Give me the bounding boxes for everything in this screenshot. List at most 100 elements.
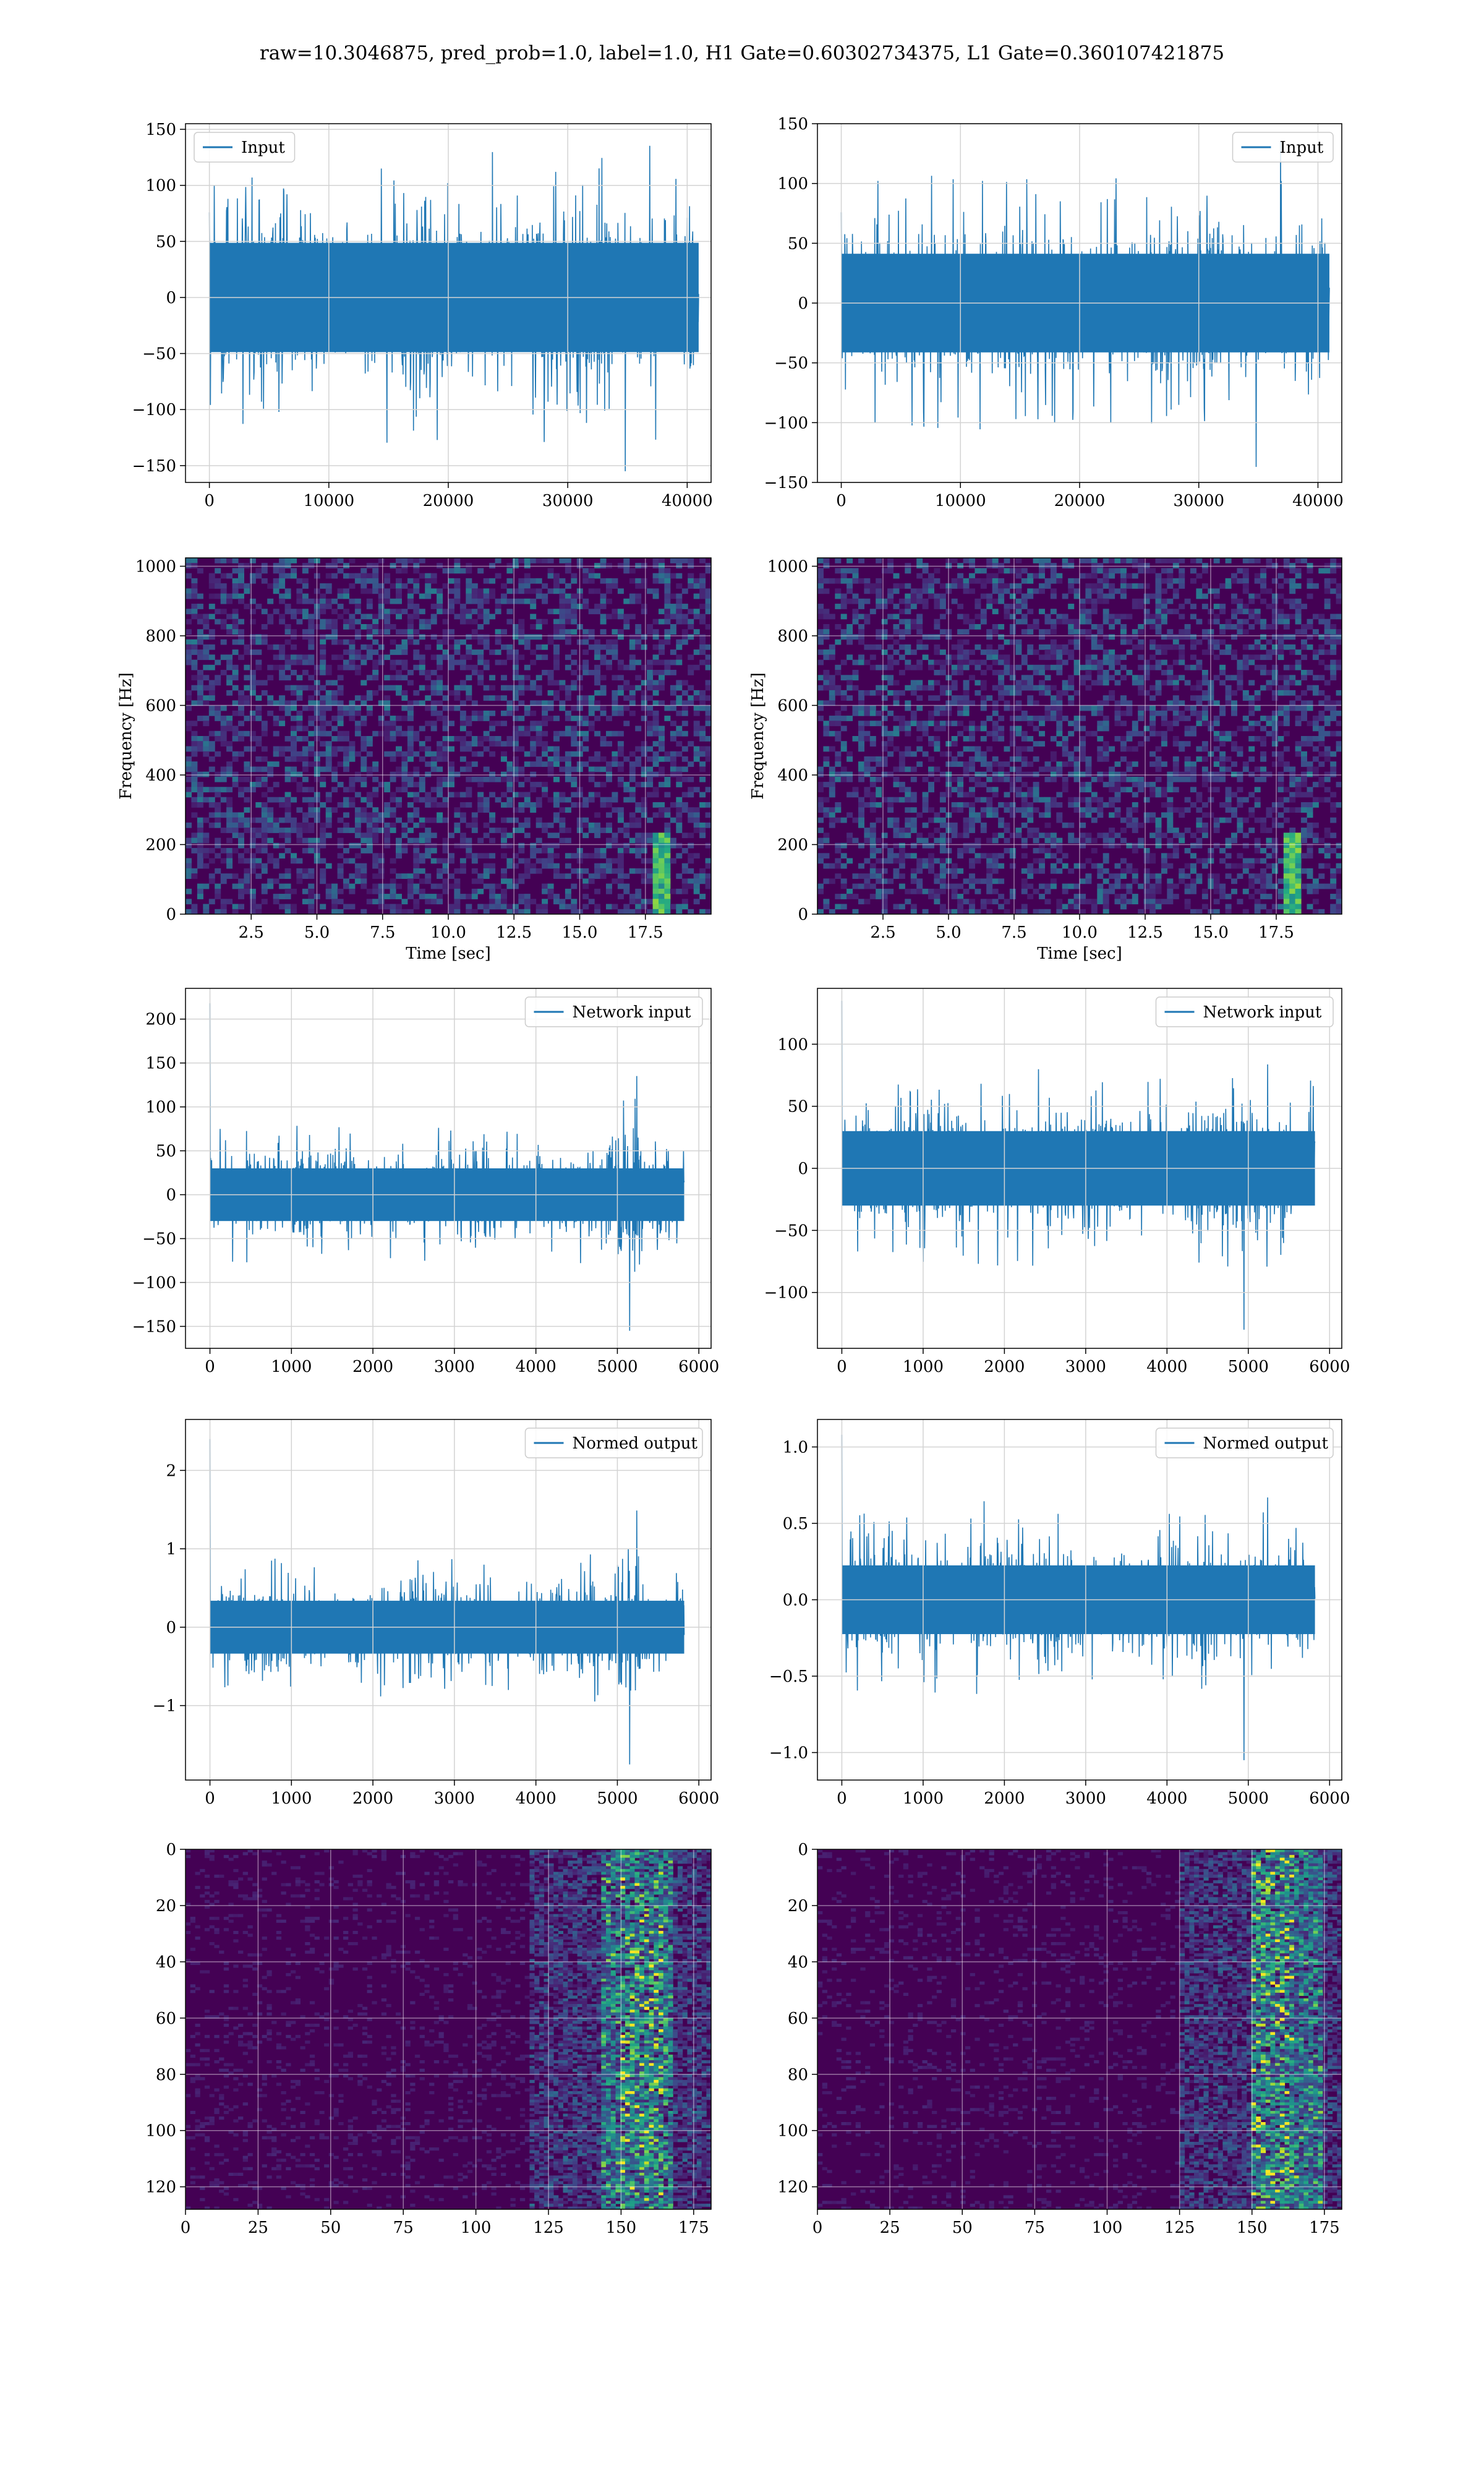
x-tick-label: 2.5 bbox=[239, 923, 264, 942]
legend-box bbox=[1155, 996, 1334, 1027]
x-tick-label: 25 bbox=[880, 2219, 900, 2237]
x-tick-label: 7.5 bbox=[370, 923, 395, 942]
grid bbox=[186, 124, 711, 482]
x-axis-label: Time [sec] bbox=[406, 944, 491, 963]
legend: Network input bbox=[1155, 996, 1334, 1027]
chart-r2c2: 2.5 5.0 7.5 10.0 12.5 15.0 17.5 0 200 400 600 800 10… bbox=[749, 557, 1342, 963]
axes-frame bbox=[185, 1419, 712, 1781]
y-tick-label: 0.5 bbox=[783, 1515, 808, 1533]
y-tick-label: 0 bbox=[798, 1841, 808, 1859]
y-tick-label: 0 bbox=[166, 289, 176, 307]
x-tick-label: 0 bbox=[181, 2219, 191, 2237]
y-tick-label: −50 bbox=[142, 1230, 176, 1249]
y-tick-label: 1.0 bbox=[783, 1438, 808, 1457]
x-tick-label: 0 bbox=[812, 2219, 823, 2237]
x-tick-label: 175 bbox=[1309, 2219, 1340, 2237]
legend-box bbox=[194, 132, 296, 163]
heatmap-cells bbox=[817, 558, 1342, 914]
y-tick-label: −0.5 bbox=[769, 1667, 808, 1686]
y-tick-label: 200 bbox=[777, 836, 808, 855]
legend-box bbox=[1155, 1427, 1334, 1458]
chart-r2c1: 2.5 5.0 7.5 10.0 12.5 15.0 17.5 0 200 400 600 800 10… bbox=[117, 557, 712, 963]
y-tick-label: 150 bbox=[145, 121, 176, 139]
y-tick-label: 150 bbox=[777, 115, 808, 134]
y-tick-label: 0 bbox=[166, 1619, 176, 1637]
y-tick-label: −1 bbox=[153, 1697, 176, 1716]
x-tick-label: 2000 bbox=[984, 1789, 1025, 1808]
x-tick-label: 15.0 bbox=[1193, 923, 1229, 942]
x-tick-label: 10000 bbox=[935, 492, 986, 510]
x-tick-label: 4000 bbox=[1146, 1358, 1187, 1376]
x-tick-label: 30000 bbox=[542, 492, 594, 510]
x-tick-label: 125 bbox=[1164, 2219, 1195, 2237]
y-tick-label: 800 bbox=[145, 627, 176, 646]
chart-r5c2: 0 25 50 75 100 125 150 175 0 20 40 60 80 100 120 bbox=[777, 1841, 1342, 2237]
legend-box bbox=[524, 996, 703, 1027]
y-tick-label: 100 bbox=[145, 2122, 176, 2141]
heatmap-cells bbox=[186, 558, 711, 914]
x-tick-label: 0 bbox=[837, 1358, 847, 1376]
x-tick-label: 6000 bbox=[678, 1789, 719, 1808]
x-tick-label: 0 bbox=[836, 492, 846, 510]
legend-box bbox=[1232, 132, 1334, 163]
y-tick-label: 50 bbox=[788, 1098, 808, 1116]
y-tick-label: −150 bbox=[764, 474, 808, 492]
x-tick-label: 150 bbox=[606, 2219, 637, 2237]
y-tick-label: 0 bbox=[798, 1160, 808, 1178]
y-tick-label: 80 bbox=[788, 2066, 808, 2084]
x-tick-label: 100 bbox=[1092, 2219, 1123, 2237]
legend-box bbox=[524, 1427, 703, 1458]
x-tick-label: 1000 bbox=[271, 1789, 312, 1808]
axes-frame bbox=[817, 1849, 1342, 2210]
y-tick-label: 100 bbox=[145, 1098, 176, 1117]
x-tick-label: 0 bbox=[205, 1358, 215, 1376]
x-tick-label: 3000 bbox=[1065, 1789, 1106, 1808]
x-tick-label: 0 bbox=[205, 1789, 215, 1808]
x-tick-label: 150 bbox=[1237, 2219, 1268, 2237]
legend: Input bbox=[194, 132, 296, 163]
x-tick-label: 15.0 bbox=[562, 923, 598, 942]
y-tick-label: 20 bbox=[788, 1897, 808, 1915]
chart-r1c1: 0 10000 20000 30000 40000 −150 −100 −50 0 50 100 15… bbox=[132, 121, 713, 510]
y-tick-label: −50 bbox=[774, 1222, 808, 1240]
y-tick-label: 400 bbox=[777, 766, 808, 785]
y-tick-label: 50 bbox=[156, 233, 176, 251]
x-tick-label: 2.5 bbox=[870, 923, 895, 942]
x-tick-label: 4000 bbox=[516, 1789, 556, 1808]
y-tick-label: −100 bbox=[764, 414, 808, 432]
y-tick-label: 20 bbox=[156, 1897, 176, 1915]
y-tick-label: 120 bbox=[777, 2178, 808, 2197]
x-tick-label: 5.0 bbox=[304, 923, 330, 942]
x-tick-label: 75 bbox=[393, 2219, 414, 2237]
legend: Normed output bbox=[1155, 1427, 1334, 1458]
legend-label: Normed output bbox=[573, 1434, 698, 1453]
y-tick-label: −150 bbox=[132, 457, 176, 476]
x-tick-label: 20000 bbox=[423, 492, 474, 510]
legend-label: Input bbox=[241, 139, 285, 157]
y-tick-label: −50 bbox=[142, 345, 176, 364]
chart-r3c2: 0 1000 2000 3000 4000 5000 6000 −100 −50 0 50 100 Ne… bbox=[764, 988, 1350, 1376]
x-tick-label: 75 bbox=[1025, 2219, 1045, 2237]
legend: Input bbox=[1232, 132, 1334, 163]
y-tick-label: 400 bbox=[145, 766, 176, 785]
y-tick-label: 200 bbox=[145, 1011, 176, 1029]
x-tick-label: 40000 bbox=[1292, 492, 1344, 510]
y-tick-label: 0.0 bbox=[783, 1591, 808, 1610]
waveform-line bbox=[209, 1003, 685, 1331]
y-tick-label: 0 bbox=[798, 905, 808, 924]
x-tick-label: 2000 bbox=[984, 1358, 1025, 1376]
y-tick-label: 0 bbox=[166, 1841, 176, 1859]
y-tick-label: 50 bbox=[156, 1142, 176, 1161]
x-tick-label: 1000 bbox=[271, 1358, 312, 1376]
y-tick-label: 50 bbox=[788, 234, 808, 253]
chart-r4c1: 0 1000 2000 3000 4000 5000 6000 −1 0 1 2 Normed out… bbox=[153, 1419, 719, 1808]
y-tick-label: 200 bbox=[145, 836, 176, 855]
y-tick-label: −100 bbox=[132, 401, 176, 419]
x-tick-label: 5000 bbox=[1228, 1358, 1269, 1376]
x-tick-label: 100 bbox=[461, 2219, 492, 2237]
y-tick-label: 2 bbox=[166, 1462, 176, 1480]
x-tick-label: 2000 bbox=[352, 1789, 393, 1808]
x-tick-label: 12.5 bbox=[496, 923, 532, 942]
grid bbox=[817, 988, 1342, 1348]
